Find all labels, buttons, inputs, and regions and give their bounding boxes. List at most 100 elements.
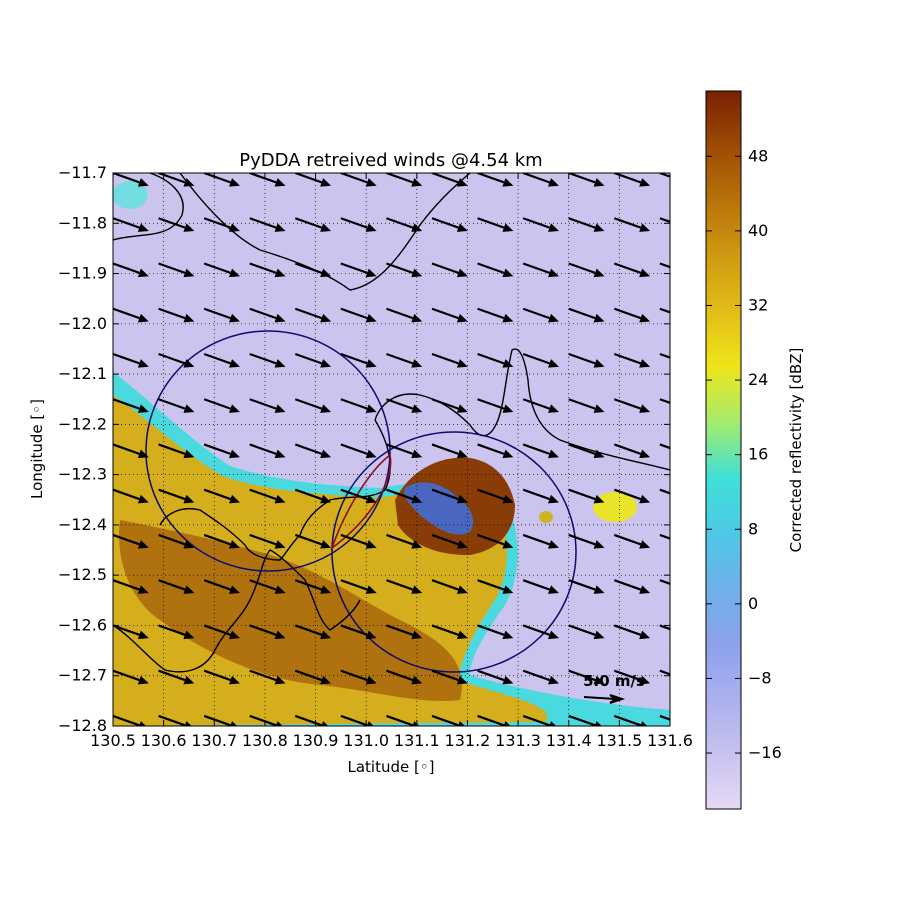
wind-arrow-head: [593, 268, 605, 278]
wind-arrow-shaft: [477, 217, 505, 229]
colorbar-gradient: [705, 90, 742, 810]
wind-arrow-shaft: [386, 624, 414, 636]
wind-arrow-shaft: [431, 714, 459, 726]
coastline: [113, 173, 670, 673]
wind-arrow-head: [593, 359, 605, 368]
wind-arrow-shaft: [158, 579, 186, 591]
wind-arrow-shaft: [613, 488, 642, 501]
wind-arrow-shaft: [386, 217, 414, 229]
wind-arrow-head: [137, 404, 149, 413]
wind-arrow-shaft: [613, 533, 642, 546]
wind-arrow-shaft: [203, 398, 231, 410]
small-cell: [539, 511, 553, 523]
wind-arrow-head: [456, 585, 468, 594]
wind-arrow-head: [365, 223, 377, 232]
wind-arrow-shaft: [294, 307, 323, 320]
wind-arrow-shaft: [158, 352, 186, 365]
wind-arrow-head: [456, 449, 468, 459]
wind-arrow-head: [229, 449, 240, 459]
colorbar-tick-label: 16: [748, 445, 768, 464]
wind-arrow-head: [456, 675, 468, 685]
x-tick-label: 130.8: [242, 731, 288, 750]
wind-arrow-shaft: [568, 533, 596, 546]
chart-title: PyDDA retreived winds @4.54 km: [239, 150, 542, 171]
wind-arrow-shaft: [294, 488, 323, 501]
wind-arrow-head: [365, 449, 377, 459]
wind-arrow-shaft: [568, 579, 596, 591]
wind-arrow-head: [365, 585, 377, 594]
wind-arrow-head: [503, 721, 511, 726]
wind-arrow-head: [274, 585, 286, 594]
wind-arrow-head: [411, 494, 423, 504]
wind-arrow-shaft: [659, 443, 670, 450]
wind-arrow-shaft: [249, 173, 277, 184]
wind-arrow-head: [548, 359, 559, 368]
wind-arrow-shaft: [113, 217, 140, 229]
wind-arrow-shaft: [431, 307, 459, 320]
wind-arrow-head: [320, 630, 332, 640]
wind-arrow-head: [274, 223, 286, 232]
wind-arrow-shaft: [431, 352, 459, 365]
wind-arrow-shaft: [568, 352, 596, 365]
wind-arrow-shaft: [568, 398, 596, 410]
wind-arrow-head: [137, 540, 149, 549]
wind-arrow-head: [411, 268, 423, 278]
y-axis-ticks: −11.7 −11.8 −11.9 −12.0 −12.1 −12.2 −12.3 −12.4…: [58, 163, 670, 735]
wind-arrow-head: [411, 359, 423, 368]
wind-arrow-head: [502, 178, 514, 187]
quiver-key: 5.0 m/s: [583, 672, 645, 704]
wind-arrow-shaft: [249, 533, 277, 546]
wind-arrow-shaft: [294, 352, 323, 365]
wind-arrow-shaft: [522, 398, 550, 410]
wind-arrow-shaft: [522, 217, 550, 229]
wind-arrow-head: [229, 494, 240, 504]
x-tick-label: 130.5: [90, 731, 136, 750]
wind-arrow-shaft: [477, 624, 505, 636]
wind-arrow-head: [229, 630, 240, 640]
plot-frame: [112, 172, 671, 727]
wind-arrow-shaft: [340, 579, 368, 591]
wind-arrow-shaft: [386, 443, 414, 455]
wind-arrow-head: [183, 630, 195, 640]
wind-arrow-shaft: [659, 173, 670, 178]
y-tick-label: −12.6: [58, 615, 107, 634]
wind-arrow-shaft: [659, 579, 670, 585]
wind-arrow-head: [411, 223, 423, 232]
x-axis-ticks: 130.5 130.6 130.7 130.8 130.9 131.0 131.1 131.2…: [90, 173, 693, 750]
wind-arrow-head: [137, 630, 149, 640]
wind-arrow-shaft: [431, 669, 459, 682]
wind-arrow-head: [593, 494, 605, 504]
wind-arrow-head: [183, 313, 195, 323]
wind-barbs: [113, 173, 670, 726]
wind-arrow-head: [411, 630, 423, 640]
wind-arrow-shaft: [340, 307, 368, 320]
wind-arrow-shaft: [659, 624, 670, 631]
wind-arrow-head: [411, 449, 423, 459]
y-tick-label: −11.9: [58, 264, 107, 283]
wind-arrow-head: [229, 540, 240, 549]
wind-arrow-shaft: [340, 714, 368, 726]
colorbar-tick-label: 24: [748, 370, 768, 389]
wind-arrow-head: [274, 178, 286, 187]
wind-arrow-shaft: [431, 173, 459, 184]
wind-arrow-head: [594, 721, 602, 726]
wind-arrow-shaft: [386, 579, 414, 591]
wind-arrow-head: [229, 178, 240, 187]
wind-arrow-head: [320, 313, 332, 323]
wind-arrow-shaft: [203, 443, 231, 455]
wind-arrow-shaft: [522, 352, 550, 365]
wind-arrow-head: [502, 268, 514, 278]
wind-arrow-shaft: [431, 398, 459, 410]
wind-arrow-head: [639, 675, 651, 685]
x-tick-label: 131.5: [596, 731, 642, 750]
quiver-key-label: 5.0 m/s: [583, 672, 645, 690]
wind-arrow-head: [365, 540, 377, 549]
wind-arrow-shaft: [613, 443, 642, 455]
wind-arrow-shaft: [203, 488, 231, 501]
wind-arrow-head: [411, 540, 423, 549]
wind-arrow-shaft: [340, 624, 368, 636]
wind-arrow-shaft: [386, 533, 414, 546]
wind-arrow-shaft: [249, 669, 277, 682]
y-axis-label: Longitude [◦]: [28, 399, 46, 499]
wind-arrow-shaft: [613, 217, 642, 229]
